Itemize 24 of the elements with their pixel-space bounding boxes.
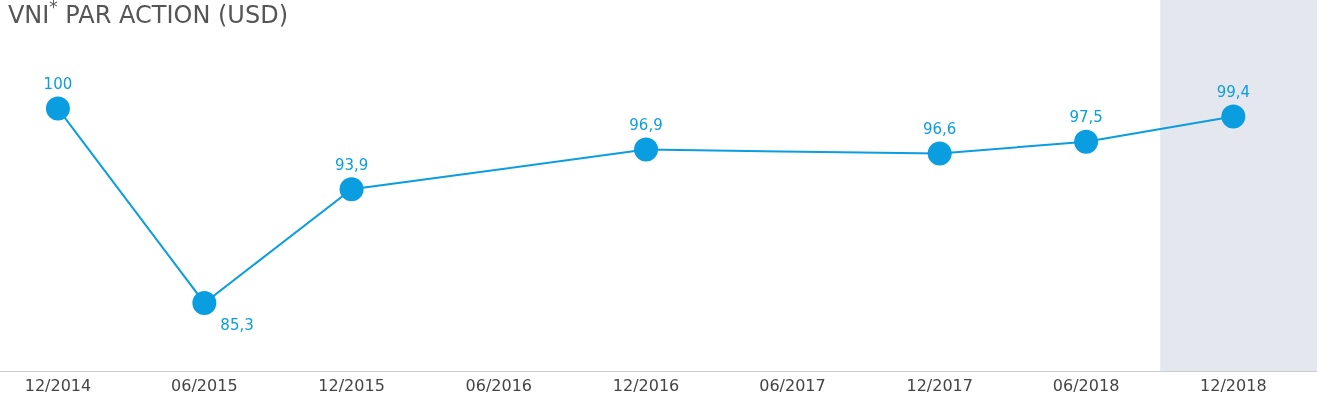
x-tick-label: 12/2017 bbox=[906, 376, 973, 396]
chart-title: VNI$^{*}$ PAR ACTION (USD) bbox=[7, 0, 289, 29]
point bbox=[339, 177, 364, 202]
point bbox=[1221, 104, 1246, 129]
data-label: 97,5 bbox=[1069, 107, 1103, 126]
point bbox=[45, 96, 70, 121]
x-tick-label: 12/2015 bbox=[318, 376, 385, 396]
point bbox=[1074, 129, 1099, 154]
x-tick-label: 06/2016 bbox=[465, 376, 533, 396]
point bbox=[192, 290, 217, 315]
x-tick-label: 06/2015 bbox=[171, 376, 238, 396]
data-label: 93,9 bbox=[334, 155, 369, 174]
data-label: 96,9 bbox=[629, 115, 663, 134]
x-tick-label: 12/2014 bbox=[24, 376, 92, 396]
data-label: 85,3 bbox=[220, 316, 254, 335]
point bbox=[634, 137, 659, 162]
x-tick-label: 06/2017 bbox=[759, 376, 826, 396]
data-label: 99,4 bbox=[1216, 82, 1251, 101]
data-label: 100 bbox=[43, 74, 73, 93]
x-tick-label: 12/2018 bbox=[1200, 376, 1267, 396]
x-tick-label: 06/2018 bbox=[1052, 376, 1120, 396]
point bbox=[927, 141, 952, 166]
x-tick-label: 12/2016 bbox=[612, 376, 680, 396]
data-label: 96,6 bbox=[922, 119, 957, 138]
